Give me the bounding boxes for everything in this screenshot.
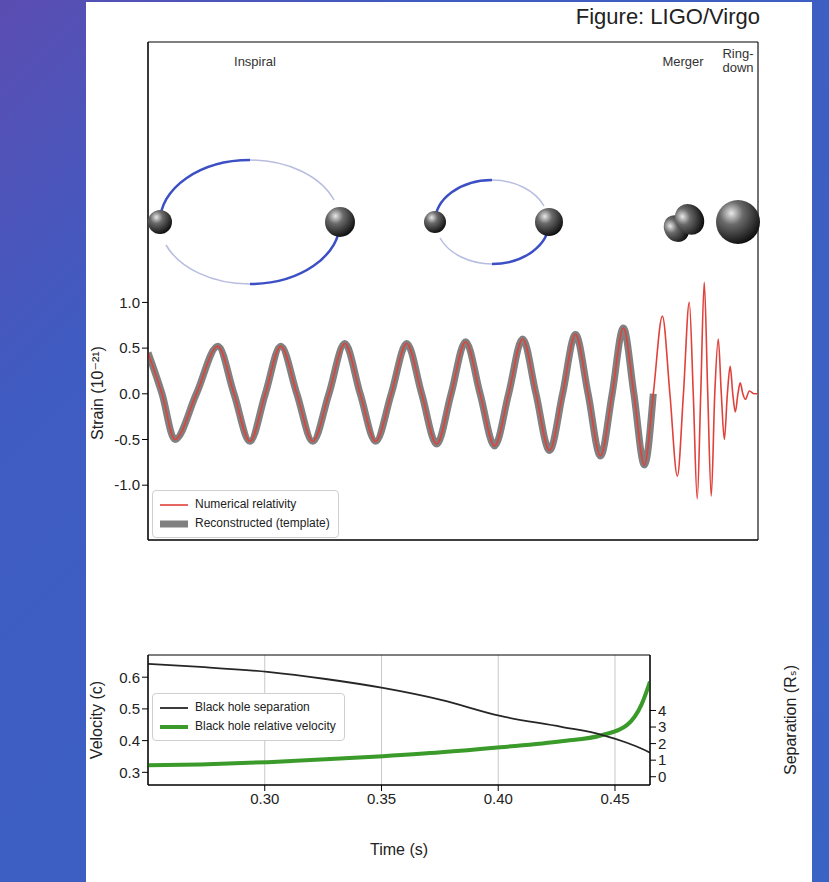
svg-text:0.5: 0.5 [119,700,140,717]
svg-text:Merger: Merger [662,54,704,69]
svg-text:Inspiral: Inspiral [234,54,276,69]
html-text:Time (s): Time (s) [370,841,428,858]
html-text:Velocity (c): Velocity (c) [88,680,105,760]
svg-text:0: 0 [658,768,666,785]
svg-text:0.4: 0.4 [119,732,140,749]
svg-text:Ring-: Ring- [722,46,753,61]
svg-text:1.0: 1.0 [119,294,140,311]
svg-text:0.5: 0.5 [119,339,140,356]
svg-text:-0.5: -0.5 [114,431,140,448]
svg-text:0.45: 0.45 [600,790,629,807]
html-text:Separation (Rₛ): Separation (Rₛ) [781,665,799,775]
svg-text:0.6: 0.6 [119,669,140,686]
svg-text:-1.0: -1.0 [114,476,140,493]
svg-text:0.35: 0.35 [367,790,396,807]
html-text:Reconstructed (template): Reconstructed (template) [195,516,330,530]
svg-text:1: 1 [658,751,666,768]
html-text:Strain (10⁻²¹): Strain (10⁻²¹) [88,346,106,440]
svg-text:4: 4 [658,702,666,719]
svg-text:2: 2 [658,735,666,752]
html-text:Numerical relativity: Numerical relativity [195,497,297,511]
svg-text:0.3: 0.3 [119,764,140,781]
svg-text:0.40: 0.40 [484,790,513,807]
html-text:Black hole relative velocity: Black hole relative velocity [195,719,336,733]
svg-text:0.30: 0.30 [250,790,279,807]
svg-text:0.0: 0.0 [119,385,140,402]
svg-text:3: 3 [658,718,666,735]
html-text:Black hole separation: Black hole separation [195,700,310,714]
svg-text:down: down [722,60,753,75]
html-text:Figure: LIGO/Virgo: Figure: LIGO/Virgo [575,4,760,29]
